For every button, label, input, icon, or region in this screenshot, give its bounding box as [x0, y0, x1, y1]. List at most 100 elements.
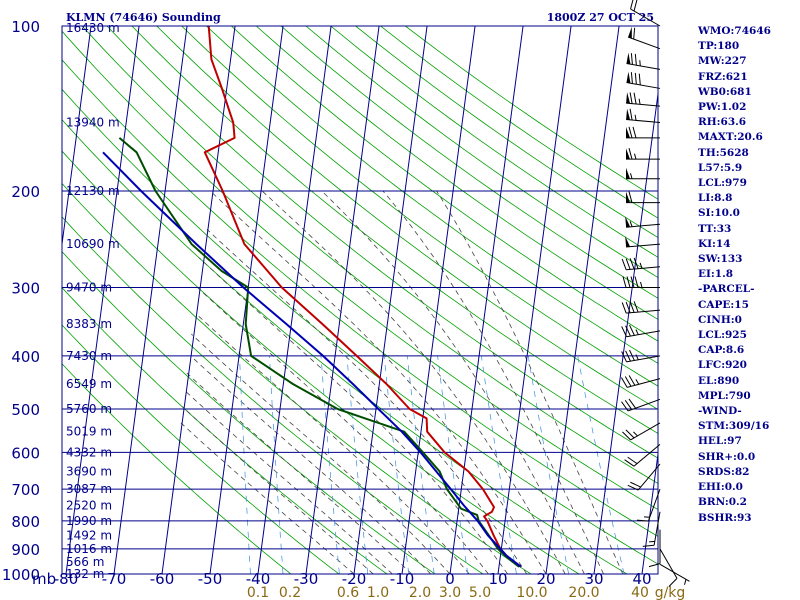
wind-barb-full [633, 257, 639, 269]
moist-adiabat-line [180, 422, 355, 574]
wind-barb [642, 511, 661, 547]
sounding-index-line: CINH:0 [698, 313, 742, 326]
temperature-tick-label: -40 [246, 570, 271, 588]
wind-barb-full [628, 126, 633, 138]
wind-barb-full [628, 375, 636, 386]
pressure-tick-label: 600 [11, 444, 40, 462]
wind-barb [627, 26, 661, 50]
sounding-index-line: SRDS:82 [698, 465, 750, 478]
mixing-ratio-line [481, 355, 517, 574]
dry-adiabat-line [62, 182, 532, 574]
dry-adiabat-line [62, 150, 580, 574]
isotherm-line [161, 26, 236, 574]
isotherm-line [305, 26, 380, 574]
wind-barb [659, 548, 678, 587]
wind-barb [626, 148, 660, 160]
valid-time: 1800Z 27 OCT 25 [547, 11, 654, 24]
dry-adiabat-line [62, 363, 292, 574]
wind-barb-full [630, 276, 635, 288]
sounding-indices-panel: WMO:74646 TP:180 MW:227 FRZ:621 WB0:681 PW:1.… [698, 24, 798, 526]
temperature-tick-label: 0 [445, 570, 455, 588]
pressure-tick-label: 800 [11, 513, 40, 531]
wind-barb-half [629, 221, 633, 227]
wind-barb-half [640, 281, 643, 288]
wind-barb-full [633, 0, 638, 12]
dry-adiabat-line [305, 26, 658, 279]
wind-barb-full [626, 276, 631, 288]
wind-barb-half [635, 354, 639, 360]
height-label: 7430 m [66, 349, 112, 363]
sounding-index-line: EHI:0.0 [698, 481, 743, 494]
dry-adiabat-line [330, 26, 658, 258]
wind-barb-full [638, 73, 641, 86]
dry-adiabat-line [206, 26, 658, 364]
sounding-index-line: LFC:920 [698, 359, 747, 372]
height-label: 5019 m [66, 425, 112, 439]
moist-adiabat-line [199, 257, 508, 574]
sounding-index-line: SW:133 [698, 253, 743, 266]
sounding-index-line: TH:5628 [698, 146, 749, 159]
wind-barb-full [629, 258, 635, 270]
moist-adiabat-line [185, 391, 393, 574]
wind-barb-full [629, 92, 633, 104]
isotherm-line [257, 26, 332, 574]
wind-barb-full [624, 459, 635, 467]
temperature-tick-label: -80 [54, 570, 79, 588]
sounding-index-line: MAXT:20.6 [698, 131, 763, 144]
sounding-index-line: BSHR:93 [698, 511, 752, 524]
wind-barb-flag [625, 216, 631, 228]
height-label: 10690 m [66, 237, 120, 251]
dry-adiabat-line [280, 26, 658, 299]
wind-barb-full [629, 108, 633, 121]
wind-barb [624, 443, 661, 467]
wind-barb-full [621, 401, 629, 412]
isotherm-line [449, 26, 524, 574]
wind-barb [625, 216, 661, 228]
wind-barb [622, 276, 660, 288]
temperature-tick-label: 10 [488, 570, 507, 588]
wind-barb [626, 167, 660, 180]
sounding-index-line: WMO:74646 [698, 25, 771, 37]
pressure-tick-label: 300 [11, 279, 40, 297]
dry-adiabat-line [106, 26, 658, 459]
sounding-index-line: CAPE:15 [698, 298, 749, 311]
chart-title: KLMN (74646) Sounding [66, 11, 221, 24]
wind-barb-full [668, 578, 678, 587]
wind-barb-full [634, 53, 637, 66]
wind-barb-full [621, 302, 627, 314]
wind-barb-staff [637, 463, 661, 491]
height-label: 132 m [66, 567, 104, 581]
dry-adiabat-line [62, 59, 658, 537]
sounding-index-line: LI:8.8 [698, 192, 733, 205]
sounding-index-line: BRN:0.2 [698, 496, 747, 509]
sounding-index-line: -PARCEL- [698, 283, 755, 296]
wind-barb-full [630, 53, 633, 65]
temperature-tick-label: -30 [294, 570, 319, 588]
wind-barb-full [628, 148, 633, 160]
wind-barb-flag [625, 236, 631, 247]
wind-barb-half [634, 153, 637, 160]
wind-barb-flag [626, 92, 631, 104]
dry-adiabat-line [62, 119, 628, 574]
wind-barb-staff [633, 443, 661, 467]
wind-barb-staff [626, 243, 661, 248]
wind-barb-full [625, 258, 631, 270]
sounding-index-line: MPL:790 [698, 389, 751, 402]
isotherm-line [497, 26, 572, 574]
height-label: 13940 m [66, 115, 120, 129]
wind-barb [626, 71, 661, 89]
height-label: 1990 m [66, 514, 112, 528]
wind-barb-flag [626, 191, 630, 203]
height-label: 8383 m [66, 317, 112, 331]
pressure-tick-label: 400 [11, 348, 40, 366]
wind-barb-flag [626, 52, 631, 65]
wind-barb-staff [627, 398, 661, 412]
wind-barb-staff [626, 309, 661, 314]
wind-barb-half [639, 60, 641, 66]
sounding-index-line: TT:33 [698, 222, 732, 235]
wind-barb-flag [626, 148, 630, 160]
wind-barb-staff [653, 511, 661, 546]
wind-barb-flag [628, 26, 632, 39]
